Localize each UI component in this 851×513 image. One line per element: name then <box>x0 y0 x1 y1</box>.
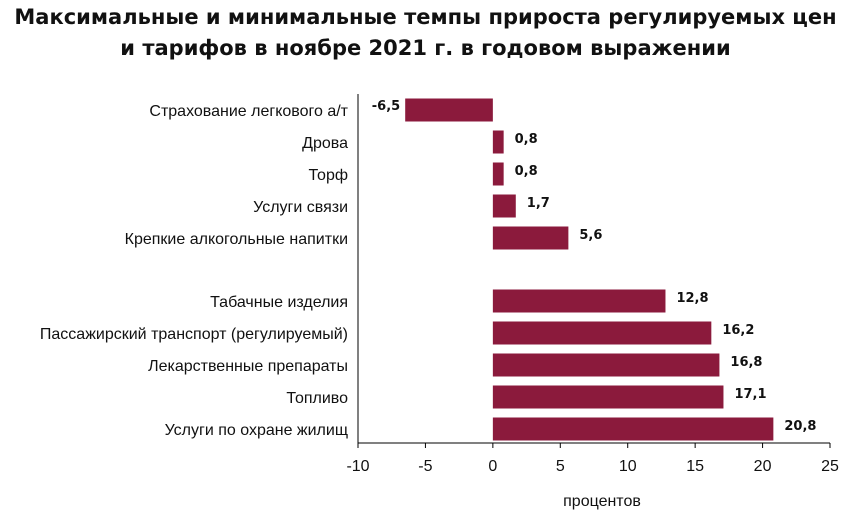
x-tick-label: -10 <box>346 458 369 475</box>
bar <box>405 98 493 122</box>
bar <box>492 321 712 345</box>
value-label: 1,7 <box>527 196 550 211</box>
x-tick-label: 15 <box>686 458 704 475</box>
bar <box>492 385 724 409</box>
bar <box>492 162 504 186</box>
chart-title-line-2: и тарифов в ноябре 2021 г. в годовом выр… <box>120 36 731 60</box>
x-tick-label: -5 <box>418 458 432 475</box>
x-tick-label: 25 <box>821 458 839 475</box>
bar <box>492 194 516 218</box>
bar <box>492 226 569 250</box>
category-label: Страхование легкового а/т <box>149 103 348 120</box>
category-label: Торф <box>309 167 348 184</box>
x-tick-label: 10 <box>619 458 637 475</box>
category-label: Топливо <box>286 390 348 407</box>
category-label: Услуги по охране жилищ <box>165 422 348 439</box>
value-label: 16,2 <box>722 323 754 338</box>
bar <box>492 417 774 441</box>
category-label: Лекарственные препараты <box>148 358 348 375</box>
value-label: 12,8 <box>676 291 708 306</box>
category-label: Дрова <box>302 135 348 152</box>
value-label: 20,8 <box>784 419 816 434</box>
category-label: Услуги связи <box>253 199 348 216</box>
x-axis-title: процентов <box>563 493 641 510</box>
chart-title: Максимальные и минимальные темпы прирост… <box>0 2 851 64</box>
category-label: Пассажирский транспорт (регулируемый) <box>40 326 348 343</box>
value-label: 16,8 <box>730 355 762 370</box>
value-label: 0,8 <box>515 164 538 179</box>
category-label: Крепкие алкогольные напитки <box>125 231 348 248</box>
x-tick-label: 0 <box>488 458 497 475</box>
category-label: Табачные изделия <box>210 294 348 311</box>
chart-title-line-1: Максимальные и минимальные темпы прирост… <box>14 5 837 29</box>
value-label: 17,1 <box>734 387 766 402</box>
value-label: 5,6 <box>579 228 602 243</box>
bar <box>492 130 504 154</box>
value-label: 0,8 <box>515 132 538 147</box>
value-label: -6,5 <box>372 99 400 114</box>
x-tick-label: 20 <box>754 458 772 475</box>
bar <box>492 353 720 377</box>
x-tick-label: 5 <box>556 458 565 475</box>
bar <box>492 289 666 313</box>
